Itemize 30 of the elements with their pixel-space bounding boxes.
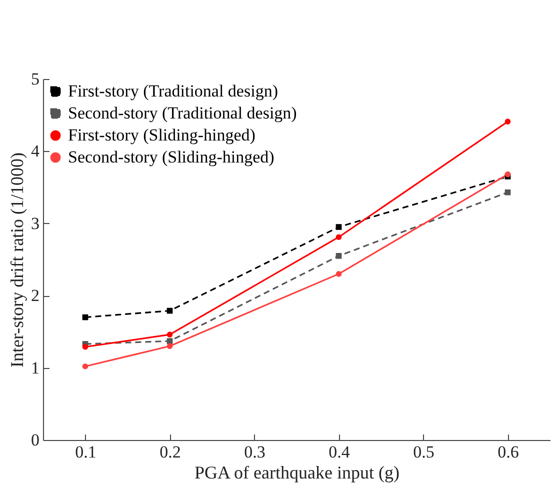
point bbox=[336, 224, 342, 230]
point bbox=[504, 118, 511, 125]
point bbox=[82, 363, 88, 370]
legend-label: First-story (Traditional design) bbox=[68, 82, 278, 100]
point bbox=[336, 252, 342, 259]
y-tick-label: 3 bbox=[31, 214, 40, 233]
x-tick-label: 0.6 bbox=[498, 442, 519, 462]
x-tick-label: 0.4 bbox=[328, 442, 350, 462]
y-tick-label: 5 bbox=[31, 70, 40, 88]
point bbox=[504, 189, 511, 196]
x-tick-label: 0.1 bbox=[75, 442, 96, 462]
x-tick-label: 0.3 bbox=[244, 442, 266, 462]
point bbox=[336, 234, 342, 240]
y-axis-title: Inter-story drift ratio (1/1000) bbox=[7, 152, 27, 368]
point bbox=[166, 343, 173, 350]
legend-label: Second-story (Sliding-hinged) bbox=[68, 148, 274, 166]
legend-label: First-story (Sliding-hinged) bbox=[68, 126, 256, 144]
point bbox=[166, 332, 173, 338]
y-tick-label: 4 bbox=[31, 142, 40, 161]
point bbox=[336, 271, 342, 277]
x-tick-label: 0.2 bbox=[160, 442, 181, 462]
y-tick-label: 2 bbox=[31, 286, 40, 306]
point bbox=[504, 171, 511, 178]
y-tick-label: 1 bbox=[31, 358, 40, 378]
x-axis-title: PGA of earthquake input (g) bbox=[194, 462, 400, 482]
y-tick-label: 0 bbox=[31, 430, 40, 450]
point bbox=[166, 338, 173, 344]
legend-label: Second-story (Traditional design) bbox=[68, 104, 297, 122]
x-tick-label: 0.5 bbox=[413, 442, 434, 462]
point bbox=[82, 344, 88, 350]
